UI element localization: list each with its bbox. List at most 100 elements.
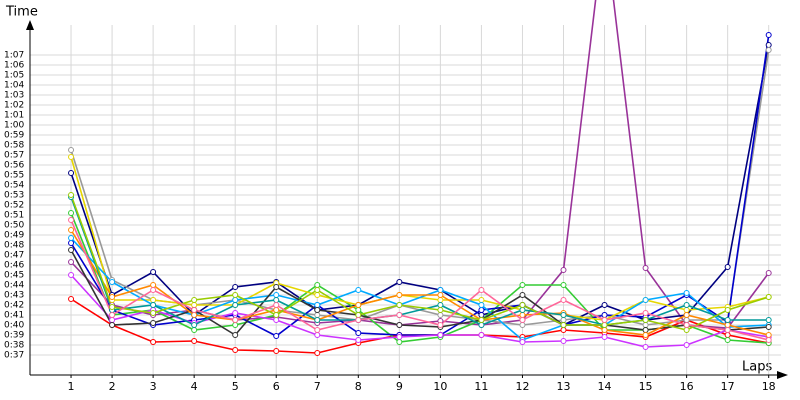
data-point (109, 317, 116, 323)
y-axis-label: Time (5, 5, 38, 20)
data-point (724, 327, 731, 333)
data-point (150, 297, 157, 303)
data-point (478, 297, 485, 303)
y-tick-label: 1:01 (4, 111, 24, 121)
x-tick-label: 2 (109, 380, 116, 393)
y-tick-label: 0:56 (4, 161, 24, 171)
y-tick-label: 0:46 (4, 261, 24, 271)
data-point (273, 284, 280, 290)
data-point (683, 290, 690, 296)
series-line (70, 194, 769, 331)
data-point (273, 307, 280, 313)
series-line (70, 249, 769, 337)
data-point (355, 307, 362, 313)
data-point (191, 338, 198, 344)
data-point (601, 322, 608, 328)
y-tick-label: 0:44 (4, 281, 24, 291)
data-point (642, 344, 649, 350)
data-point (642, 297, 649, 303)
data-point (642, 317, 649, 323)
x-tick-label: 10 (433, 380, 447, 393)
data-point (683, 322, 690, 328)
data-point (314, 282, 321, 288)
data-point (68, 170, 75, 176)
data-point (765, 42, 772, 48)
series-line (70, 44, 770, 326)
data-point (68, 272, 75, 278)
data-point (314, 292, 321, 298)
data-point (437, 312, 444, 318)
data-point (273, 297, 280, 303)
data-point (273, 292, 280, 298)
data-point (396, 292, 403, 298)
data-point (191, 297, 198, 303)
x-tick-label: 4 (191, 380, 198, 393)
data-point (355, 337, 362, 343)
data-point (68, 210, 75, 216)
series-line (70, 229, 769, 336)
data-point (273, 348, 280, 354)
data-point (724, 322, 731, 328)
data-point (273, 312, 280, 318)
data-point (478, 312, 485, 318)
data-point (437, 302, 444, 308)
data-point (765, 270, 772, 276)
data-point (765, 337, 772, 343)
data-point (437, 307, 444, 313)
data-point (314, 312, 321, 318)
data-point (355, 312, 362, 318)
data-point (519, 292, 526, 298)
x-tick-label: 9 (396, 380, 403, 393)
data-point (683, 342, 690, 348)
data-point (150, 287, 157, 293)
y-tick-label: 0:41 (4, 311, 24, 321)
y-tick-label: 0:43 (4, 291, 24, 301)
data-point (150, 320, 157, 326)
x-tick-label: 8 (355, 380, 362, 393)
x-arrow (777, 371, 788, 379)
data-point (437, 287, 444, 293)
data-point (109, 279, 116, 285)
data-point (150, 302, 157, 308)
data-point (314, 327, 321, 333)
data-point (191, 312, 198, 318)
data-point (68, 147, 75, 153)
data-point (683, 302, 690, 308)
data-point (437, 332, 444, 338)
data-point (232, 302, 239, 308)
data-point (355, 302, 362, 308)
data-point (519, 317, 526, 323)
x-tick-label: 15 (639, 380, 653, 393)
data-point (273, 302, 280, 308)
y-tick-label: 1:00 (4, 121, 24, 131)
data-point (560, 282, 567, 288)
data-point (150, 339, 157, 345)
data-point (519, 322, 526, 328)
data-point (560, 267, 567, 273)
data-point (68, 192, 75, 198)
y-tick-label: 0:59 (4, 131, 24, 141)
data-point (601, 317, 608, 323)
x-tick-label: 12 (515, 380, 529, 393)
y-tick-label: 1:02 (4, 101, 24, 111)
data-point (396, 279, 403, 285)
y-tick-label: 1:07 (4, 51, 24, 61)
data-point (683, 327, 690, 333)
y-arrow (26, 20, 34, 30)
data-point (150, 310, 157, 316)
data-point (683, 317, 690, 323)
data-point (519, 312, 526, 318)
data-point (437, 322, 444, 328)
data-point (478, 317, 485, 323)
data-point (109, 294, 116, 300)
data-point (560, 327, 567, 333)
data-point (765, 47, 772, 53)
data-point (355, 317, 362, 323)
x-tick-label: 1 (68, 380, 75, 393)
data-point (642, 265, 649, 271)
data-point (355, 330, 362, 336)
data-point (601, 302, 608, 308)
y-tick-label: 0:50 (4, 221, 24, 231)
x-axis-label: Laps (742, 360, 772, 375)
data-point (519, 307, 526, 313)
